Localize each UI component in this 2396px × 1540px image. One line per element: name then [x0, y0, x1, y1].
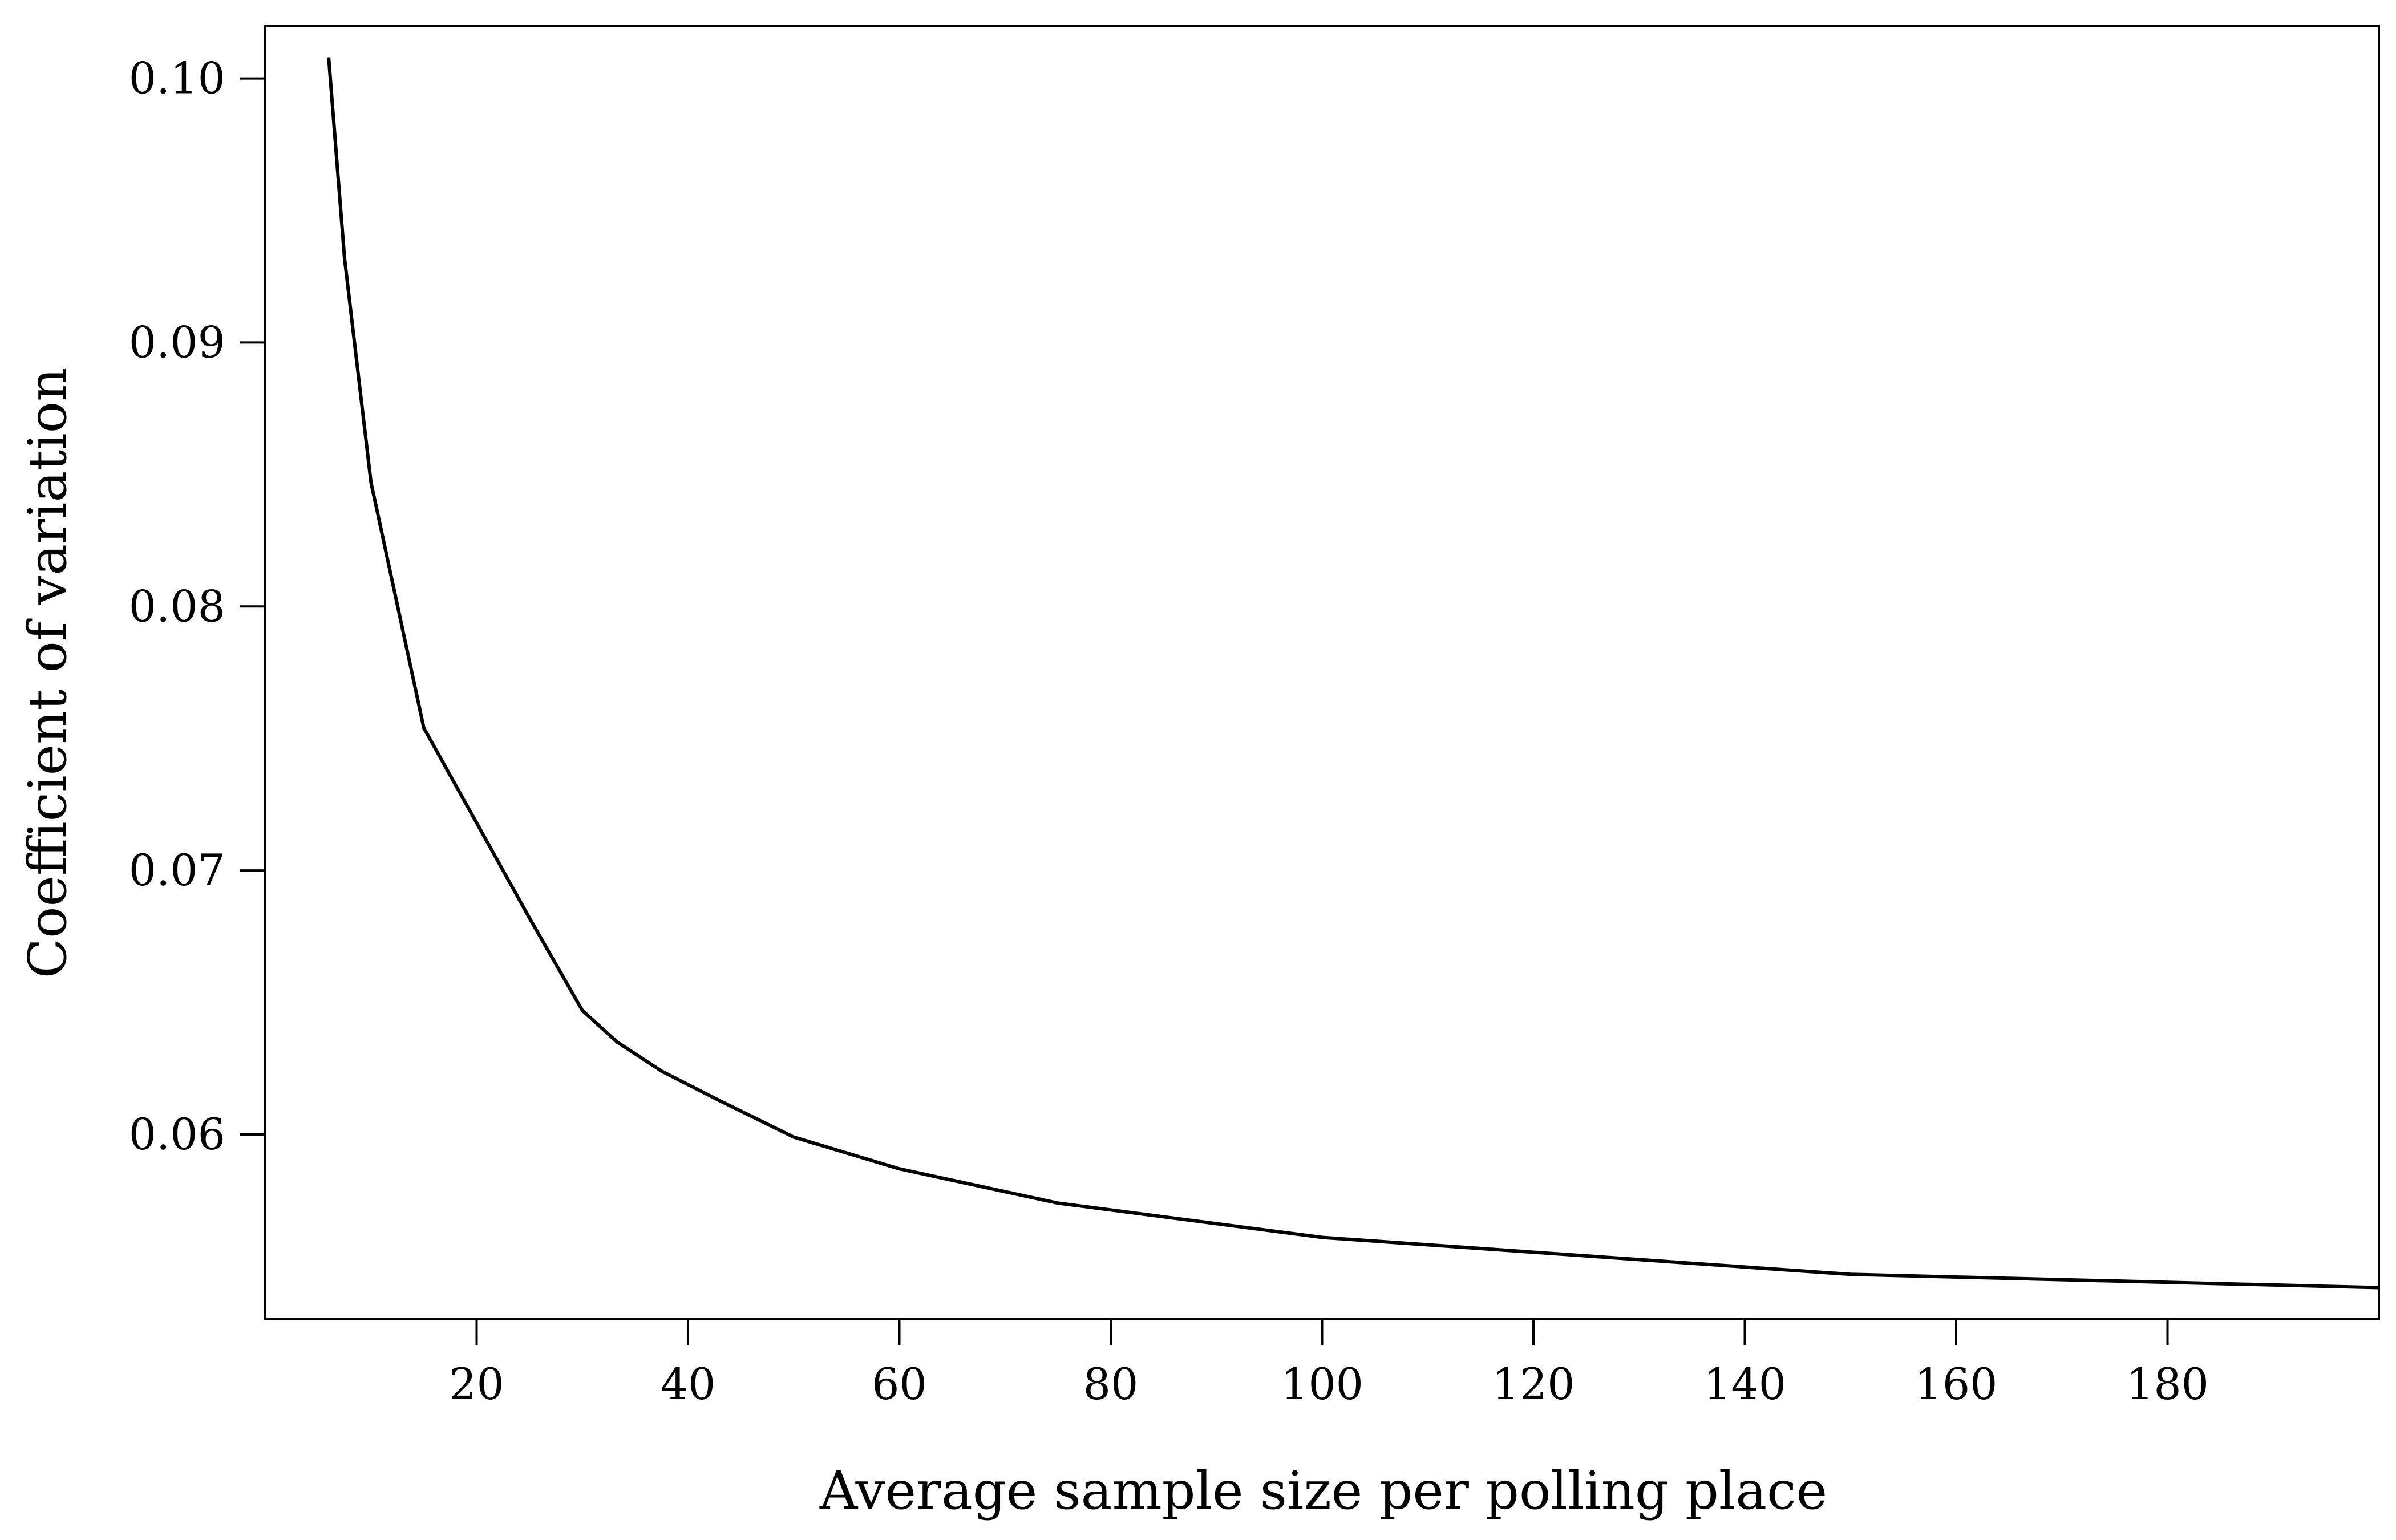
x-tick-label: 160 [1915, 1359, 1997, 1409]
x-tick-label: 100 [1281, 1359, 1363, 1409]
x-tick-label: 140 [1703, 1359, 1786, 1409]
x-tick-label: 20 [449, 1359, 504, 1409]
x-tick-label: 120 [1492, 1359, 1575, 1409]
x-tick-label: 80 [1083, 1359, 1139, 1409]
x-axis: 20 40 60 80 100 120 140 160 180 [449, 1319, 2209, 1409]
y-axis-title: Coefficient of variation [17, 368, 78, 979]
y-tick-label: 0.07 [129, 845, 225, 895]
y-tick-label: 0.06 [129, 1109, 225, 1160]
y-tick-label: 0.08 [129, 581, 225, 631]
x-tick-label: 60 [872, 1359, 927, 1409]
series-layer [327, 57, 2379, 1290]
x-axis-title: Average sample size per polling place [819, 1460, 1827, 1521]
y-tick-label: 0.10 [129, 53, 225, 104]
y-axis: 0.06 0.07 0.08 0.09 0.10 [129, 53, 265, 1160]
plot-frame [264, 25, 2380, 1320]
x-tick-label: 40 [661, 1359, 716, 1409]
x-tick-label: 180 [2126, 1359, 2209, 1409]
y-tick-label: 0.09 [129, 317, 225, 367]
series-line [327, 57, 2379, 1290]
